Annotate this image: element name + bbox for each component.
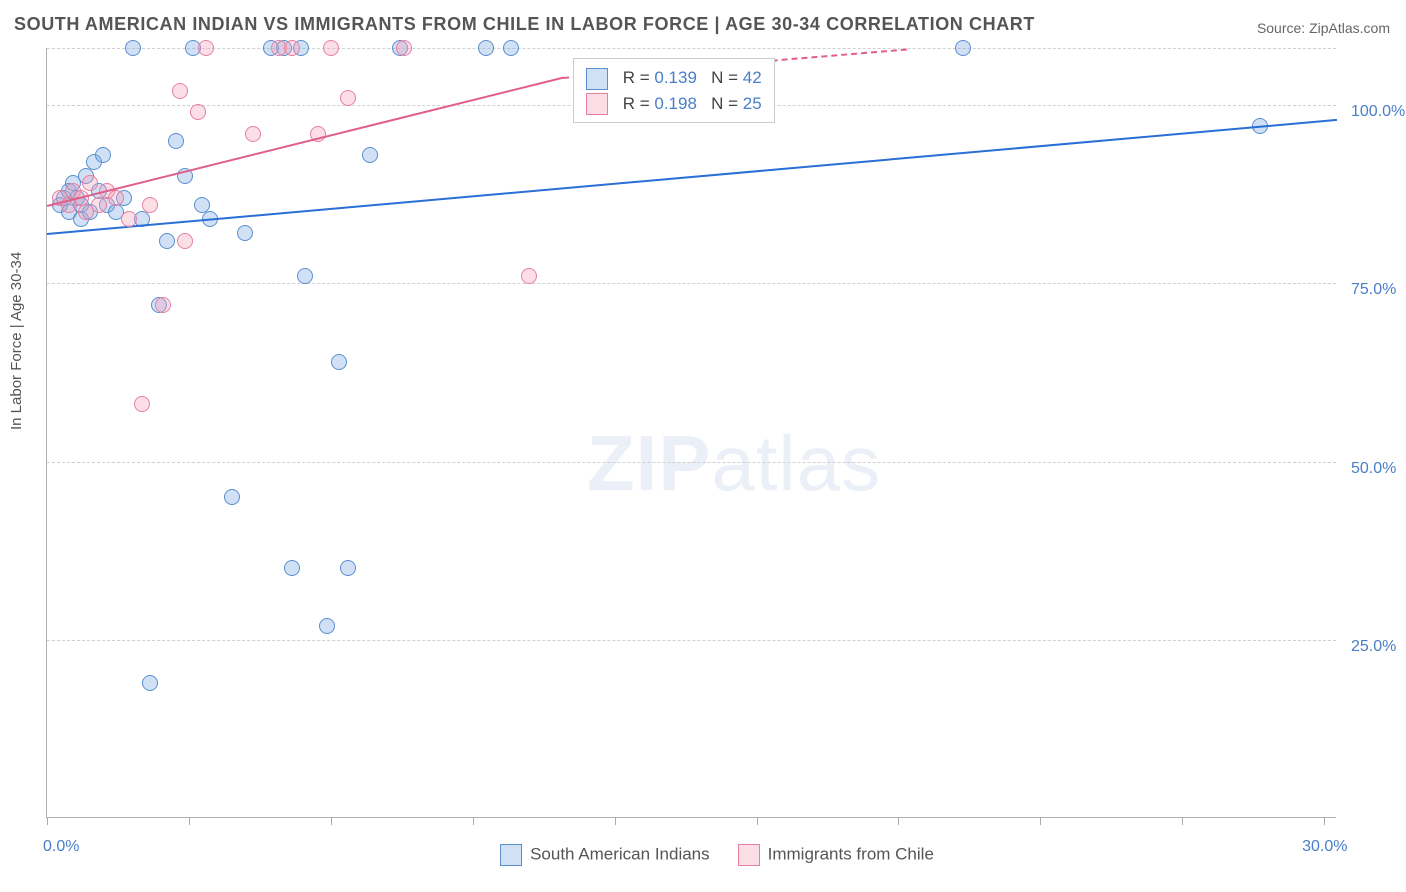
gridline-y bbox=[47, 640, 1336, 641]
data-point bbox=[362, 147, 378, 163]
data-point bbox=[340, 560, 356, 576]
data-point bbox=[284, 560, 300, 576]
data-point bbox=[91, 197, 107, 213]
data-point bbox=[245, 126, 261, 142]
plot-area: ZIPatlas 25.0%50.0%75.0%100.0%0.0%30.0% bbox=[46, 48, 1336, 818]
x-tick bbox=[1040, 817, 1041, 825]
data-point bbox=[521, 268, 537, 284]
correlation-row: R = 0.198 N = 25 bbox=[586, 91, 762, 117]
x-tick bbox=[757, 817, 758, 825]
data-point bbox=[155, 297, 171, 313]
data-point bbox=[198, 40, 214, 56]
trend-line bbox=[47, 119, 1337, 235]
watermark: ZIPatlas bbox=[587, 418, 881, 509]
gridline-y bbox=[47, 48, 1336, 49]
legend-swatch bbox=[738, 844, 760, 866]
data-point bbox=[142, 197, 158, 213]
legend-swatch bbox=[500, 844, 522, 866]
chart-title: SOUTH AMERICAN INDIAN VS IMMIGRANTS FROM… bbox=[14, 14, 1035, 35]
data-point bbox=[340, 90, 356, 106]
y-tick-label: 75.0% bbox=[1351, 281, 1396, 299]
data-point bbox=[224, 489, 240, 505]
data-point bbox=[190, 104, 206, 120]
trend-line bbox=[47, 77, 563, 207]
data-point bbox=[134, 396, 150, 412]
data-point bbox=[142, 675, 158, 691]
data-point bbox=[955, 40, 971, 56]
data-point bbox=[237, 225, 253, 241]
data-point bbox=[297, 268, 313, 284]
legend-label: Immigrants from Chile bbox=[768, 844, 934, 863]
data-point bbox=[323, 40, 339, 56]
y-tick-label: 100.0% bbox=[1351, 103, 1405, 121]
x-tick bbox=[189, 817, 190, 825]
correlation-row: R = 0.139 N = 42 bbox=[586, 65, 762, 91]
data-point bbox=[95, 147, 111, 163]
x-tick bbox=[47, 817, 48, 825]
data-point bbox=[284, 40, 300, 56]
data-point bbox=[159, 233, 175, 249]
data-point bbox=[177, 233, 193, 249]
data-point bbox=[125, 40, 141, 56]
x-tick bbox=[1324, 817, 1325, 825]
data-point bbox=[168, 133, 184, 149]
legend: South American Indians Immigrants from Ch… bbox=[0, 844, 1406, 866]
data-point bbox=[108, 190, 124, 206]
x-tick bbox=[615, 817, 616, 825]
data-point bbox=[503, 40, 519, 56]
x-tick bbox=[1182, 817, 1183, 825]
data-point bbox=[396, 40, 412, 56]
data-point bbox=[331, 354, 347, 370]
data-point bbox=[478, 40, 494, 56]
gridline-y bbox=[47, 462, 1336, 463]
y-tick-label: 25.0% bbox=[1351, 638, 1396, 656]
y-axis-label: In Labor Force | Age 30-34 bbox=[8, 252, 25, 430]
correlation-box: R = 0.139 N = 42 R = 0.198 N = 25 bbox=[573, 58, 775, 123]
legend-label: South American Indians bbox=[530, 844, 710, 863]
source-attribution: Source: ZipAtlas.com bbox=[1257, 20, 1390, 36]
gridline-y bbox=[47, 283, 1336, 284]
y-tick-label: 50.0% bbox=[1351, 460, 1396, 478]
data-point bbox=[172, 83, 188, 99]
data-point bbox=[319, 618, 335, 634]
x-tick bbox=[473, 817, 474, 825]
data-point bbox=[121, 211, 137, 227]
x-tick bbox=[898, 817, 899, 825]
x-tick bbox=[331, 817, 332, 825]
